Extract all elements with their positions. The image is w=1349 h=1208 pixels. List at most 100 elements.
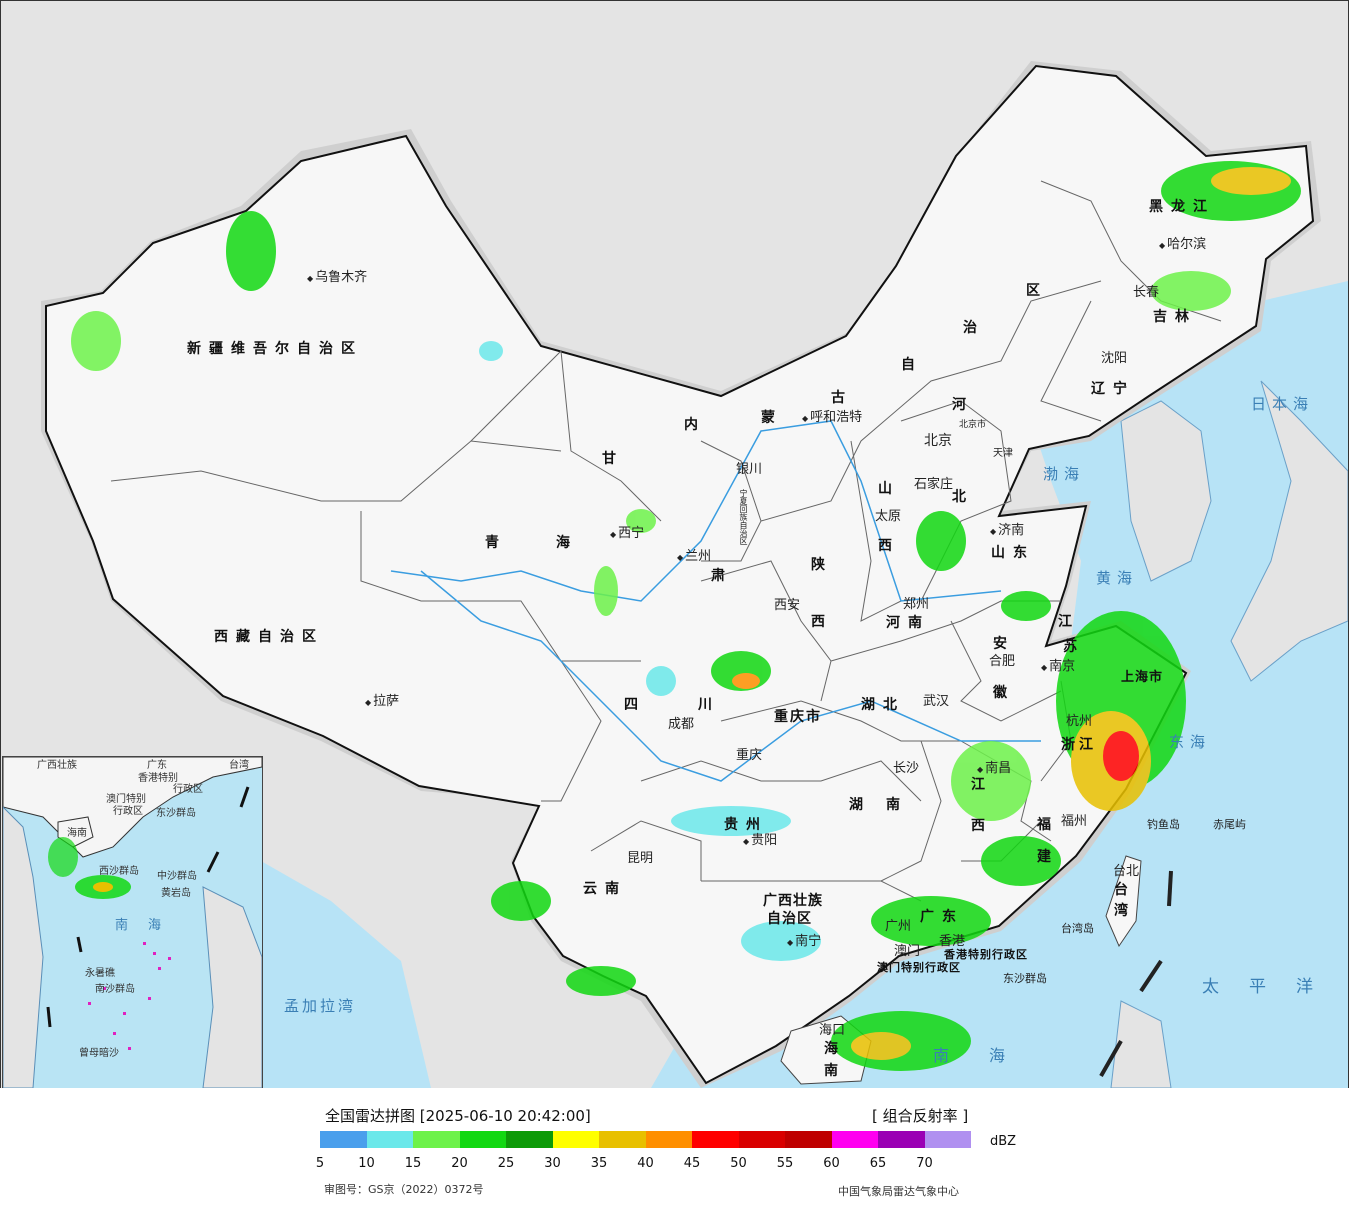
city-hongkong: 香港 [939,934,966,949]
rivers [390,420,1041,782]
city-hefei: 合肥 [989,654,1016,669]
sea-boundary-lines [1099,870,1173,1077]
tick-label: 15 [404,1156,422,1171]
sea-nanhai: 南海 [933,1046,1046,1065]
color-swatch [366,1131,413,1148]
inset-hk: 香港特别 [138,773,178,784]
province-guangxi: 广西壮族 [763,893,823,909]
province-qinghai-h: 海 [556,535,578,551]
tick-label: 25 [497,1156,515,1171]
city-taiyuan: 太原 [875,509,902,524]
inset-yongshu: 永暑礁 [85,968,115,979]
color-swatch [506,1131,553,1148]
city-zhengzhou: 郑州 [903,597,930,612]
city-taibei: 台北 [1113,864,1140,879]
province-beijing-city: 北京市 [959,420,987,430]
city-lanzhou: 兰州 [677,550,711,563]
city-urumqi: 乌鲁木齐 [307,271,367,284]
province-gansu-s: 肃 [711,568,733,584]
inset-dongsha: 东沙群岛 [156,808,196,819]
province-hunan-n: 南 [886,797,908,813]
city-nanjing: 南京 [1041,660,1075,673]
color-swatch [599,1131,646,1148]
taiwan-island [1105,855,1142,948]
legend-title: 全国雷达拼图 [2025-06-10 20:42:00] [325,1107,591,1125]
province-tianjin: 天津 [993,448,1013,459]
city-guiyang: 贵阳 [743,834,777,847]
sea-bohai: 渤海 [1043,465,1086,483]
tick-label: 50 [730,1156,747,1171]
city-changsha: 长沙 [893,761,920,776]
province-hunan-h: 湖 [849,797,871,813]
province-shandong: 山东 [991,545,1035,561]
island-dongsha: 东沙群岛 [1003,972,1047,985]
province-shanxi-x: 西 [878,538,900,554]
province-hongkong: 香港特别行政区 [944,948,1028,961]
province-jilin: 吉林 [1153,309,1197,325]
city-shenyang: 沈阳 [1101,351,1128,366]
province-neimenggu-zh: 治 [963,320,985,336]
city-wuhan: 武汉 [923,694,950,709]
tick-label: 10 [358,1156,375,1171]
legend-panel: 全国雷达拼图 [2025-06-10 20:42:00] [ 组合反射率 ] d… [0,1088,1349,1208]
city-chongqing: 重庆 [736,748,763,763]
south-china-sea-inset: 广西壮族 广东 香港特别 行政区 台湾 澳门特别 行政区 东沙群岛 海南 西沙群… [2,756,263,1088]
inset-guangdong: 广东 [147,760,167,771]
province-yunnan: 云南 [583,881,627,897]
province-sichuan-s: 四 [624,697,646,713]
island-chiwei: 赤尾屿 [1213,818,1246,831]
legend-unit: dBZ [990,1134,1017,1149]
province-guizhou: 贵州 [724,817,768,833]
city-haikou: 海口 [819,1023,846,1038]
province-macao: 澳门特别行政区 [877,961,961,974]
province-hebei-h: 河 [952,397,974,413]
city-harbin: 哈尔滨 [1159,238,1206,251]
province-liaoning: 辽宁 [1091,381,1135,397]
province-xinjiang: 新疆维吾尔自治区 [187,341,363,357]
province-hebei-b: 北 [952,489,974,505]
inset-taiwan: 台湾 [229,760,249,771]
radar-echoes [71,161,1301,1071]
tick-label: 30 [544,1156,561,1171]
province-fujian-f: 福 [1037,817,1059,833]
tick-label: 55 [776,1156,794,1171]
province-zhejiang: 浙江 [1061,737,1097,753]
province-neimenggu-q: 区 [1026,283,1048,299]
inset-nansha: 南沙群岛 [95,984,135,995]
korea-land [1120,400,1212,582]
inset-macao: 澳门特别 [106,794,146,805]
city-jinan: 济南 [990,524,1024,537]
city-lhasa: 拉萨 [365,695,399,708]
radar-map: 新疆维吾尔自治区 西藏自治区 青 海 甘 肃 内 蒙 古 自 治 区 黑龙江 吉… [0,0,1349,1089]
city-xian: 西安 [774,598,801,613]
inset-hainan: 海南 [67,828,87,839]
inset-xisha: 西沙群岛 [99,866,139,877]
province-taiwan-t: 台 [1114,882,1136,898]
province-neimenggu-z: 自 [901,357,923,373]
inset-zhongsha: 中沙群岛 [157,871,197,882]
province-sichuan-c: 川 [698,697,720,713]
tick-label: 70 [916,1156,933,1171]
province-guangxi-2: 自治区 [767,911,812,927]
province-neimenggu-g: 古 [831,390,853,406]
province-neimenggu-n: 内 [684,417,706,433]
city-nanchang: 南昌 [977,762,1011,775]
inset-reefs [88,942,171,1050]
inset-huangyan: 黄岩岛 [161,888,191,899]
tick-label: 45 [683,1156,701,1171]
inset-hk2: 行政区 [173,784,203,795]
province-qinghai-q: 青 [485,535,507,551]
province-guangdong: 广东 [920,909,964,925]
city-nanning: 南宁 [787,935,821,948]
tick-label: 40 [637,1156,654,1171]
sea-ribenhai: 日本海 [1251,395,1315,413]
color-swatch [738,1131,785,1148]
city-fuzhou: 福州 [1061,814,1088,829]
color-swatch [878,1131,925,1148]
city-shijiazhuang: 石家庄 [914,477,954,492]
inset-nanhai: 南海 [115,918,182,933]
sea-donghai: 东海 [1169,733,1212,751]
color-swatch [692,1131,739,1148]
province-shanghai: 上海市 [1121,670,1164,685]
tick-label: 35 [590,1156,608,1171]
